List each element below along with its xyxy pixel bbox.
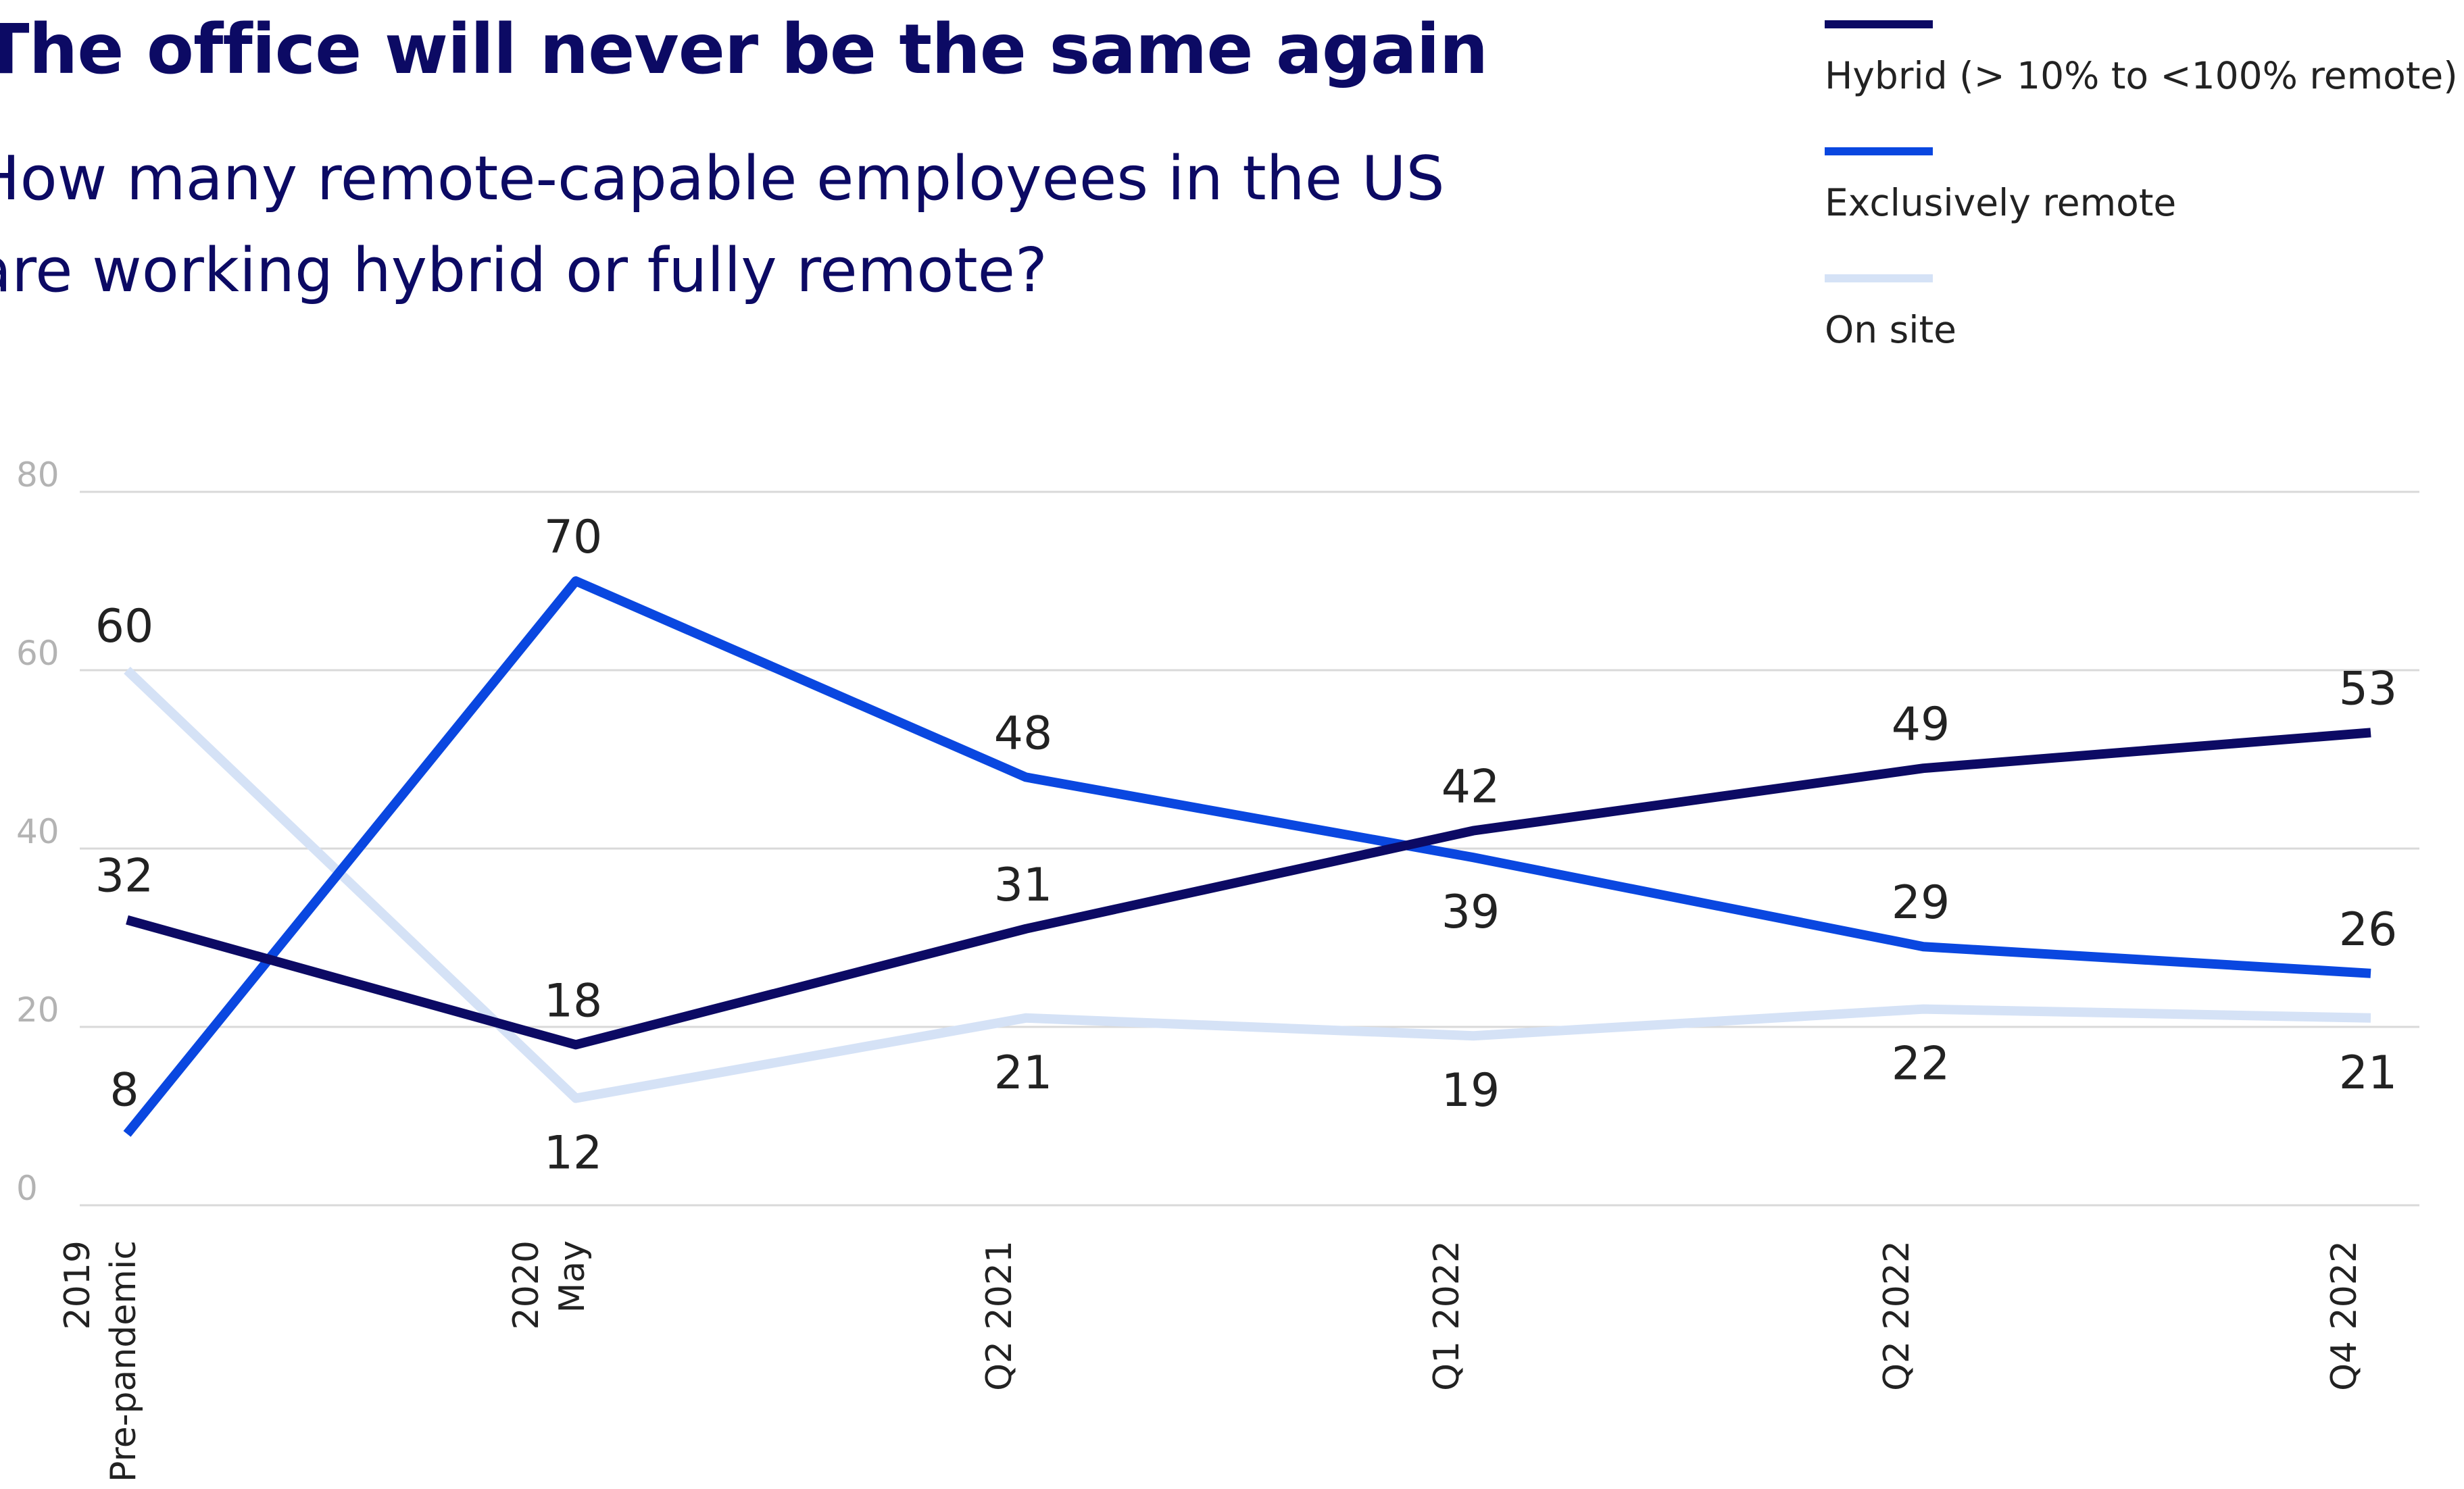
chart-subtitle-line-2: are working hybrid or fully remote? <box>0 235 1048 306</box>
data-label-on-site: 21 <box>994 1046 1053 1100</box>
data-label-hybrid: 31 <box>994 859 1053 912</box>
data-label-exclusively-remote: 39 <box>1442 886 1500 939</box>
legend-swatch-on-site <box>1825 274 1933 282</box>
data-label-hybrid: 18 <box>544 974 603 1028</box>
x-tick-label: 2020 <box>506 1240 547 1330</box>
x-tick-label: Q2 2021 <box>979 1240 1020 1391</box>
series-line-hybrid <box>126 728 2371 1050</box>
x-tick-label: May <box>552 1240 593 1313</box>
data-label-exclusively-remote: 26 <box>2339 903 2398 957</box>
legend-label-exclusively-remote: Exclusively remote <box>1825 181 2177 224</box>
legend-label-hybrid: Hybrid (> 10% to <100% remote) <box>1825 54 2458 97</box>
x-tick-label: 2019 <box>57 1240 98 1330</box>
legend-swatch-exclusively-remote <box>1825 147 1933 155</box>
legend-label-on-site: On site <box>1825 308 1956 351</box>
data-label-exclusively-remote: 48 <box>994 707 1053 760</box>
y-tick-label: 20 <box>16 990 59 1030</box>
y-tick-label: 0 <box>16 1169 38 1208</box>
data-label-on-site: 12 <box>544 1127 603 1180</box>
series-line-exclusively-remote <box>123 576 2371 1137</box>
data-label-hybrid: 32 <box>95 850 154 903</box>
data-label-on-site: 22 <box>1892 1038 1950 1091</box>
data-label-on-site: 19 <box>1442 1064 1500 1117</box>
data-label-on-site: 60 <box>95 600 154 653</box>
x-tick-label: Q1 2022 <box>1427 1240 1467 1391</box>
chart-title: The office will never be the same again <box>0 9 1488 90</box>
x-tick-label: Pre-pandemic <box>103 1240 144 1482</box>
data-label-exclusively-remote: 8 <box>109 1063 139 1117</box>
y-tick-label: 80 <box>16 455 59 495</box>
chart-subtitle-line-1: How many remote-capable employees in the… <box>0 143 1445 214</box>
data-label-exclusively-remote: 70 <box>544 511 603 564</box>
legend-swatch-hybrid <box>1825 20 1933 28</box>
y-tick-label: 60 <box>16 634 59 673</box>
data-label-exclusively-remote: 29 <box>1892 876 1950 930</box>
x-tick-label: Q4 2022 <box>2324 1240 2365 1391</box>
y-tick-label: 40 <box>16 812 59 851</box>
x-tick-label: Q2 2022 <box>1877 1240 1917 1391</box>
data-label-hybrid: 42 <box>1442 761 1500 814</box>
data-label-on-site: 21 <box>2339 1046 2398 1100</box>
data-label-hybrid: 53 <box>2339 662 2398 715</box>
data-label-hybrid: 49 <box>1892 698 1950 751</box>
